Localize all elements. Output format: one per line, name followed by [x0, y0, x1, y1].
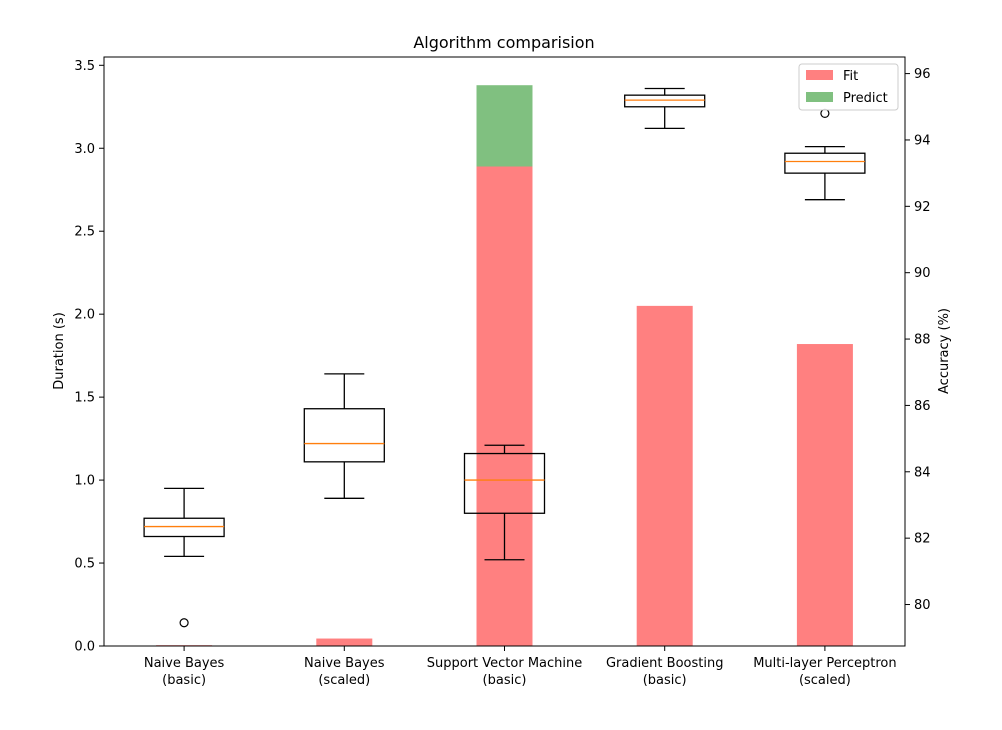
box-3	[624, 94, 706, 108]
box-2	[463, 452, 546, 514]
box-0	[143, 517, 225, 538]
bar-fit-1	[316, 638, 373, 646]
x-axis: Naive Bayes (basic) Naive Bayes (scaled) Sup…	[144, 646, 897, 688]
flier-0-0	[179, 618, 189, 628]
right-tick-label-2: 84	[914, 465, 931, 480]
box-1	[303, 408, 385, 463]
y-axis-label-right: Accuracy (%)	[937, 308, 952, 394]
legend-swatch-1	[806, 92, 833, 102]
left-tick-label-2: 1.0	[74, 474, 95, 489]
box-4	[784, 152, 866, 174]
right-tick-label-1: 82	[914, 532, 931, 547]
x-tick-label-1: Naive Bayes	[304, 656, 385, 671]
left-tick-label-1: 0.5	[74, 557, 95, 572]
right-tick-label-8: 96	[914, 67, 931, 82]
legend: Fit Predict	[798, 63, 899, 111]
x-tick-label-4: Multi-layer Perceptron	[753, 656, 896, 671]
right-tick-label-4: 88	[914, 333, 931, 348]
legend-label-1: Predict	[843, 91, 888, 106]
left-axis: 0.0 0.5 1.0 1.5 2.0 2.5 3.0 3.5	[74, 59, 104, 655]
bar-predict-2	[476, 85, 533, 167]
right-tick-label-5: 90	[914, 266, 931, 281]
right-tick-label-3: 86	[914, 399, 931, 414]
right-tick-label-6: 92	[914, 200, 931, 215]
x-tick-sublabel-0: (basic)	[162, 673, 206, 688]
left-tick-label-4: 2.0	[74, 308, 95, 323]
right-axis: 80 82 84 86 88 90 92 94 96	[905, 67, 931, 613]
left-tick-label-5: 2.5	[74, 225, 95, 240]
x-tick-sublabel-1: (scaled)	[318, 673, 370, 688]
left-tick-label-6: 3.0	[74, 142, 95, 157]
left-tick-label-7: 3.5	[74, 59, 95, 74]
chart-title: Algorithm comparision	[413, 33, 594, 52]
right-tick-label-7: 94	[914, 133, 931, 148]
x-tick-sublabel-4: (scaled)	[799, 673, 851, 688]
right-tick-label-0: 80	[914, 598, 931, 613]
y-axis-label-left: Duration (s)	[52, 312, 67, 390]
legend-label-0: Fit	[843, 69, 858, 84]
boxplot-layer	[143, 87, 866, 628]
flier-4-0	[820, 108, 830, 119]
bars-layer	[156, 85, 853, 647]
legend-swatch-0	[806, 70, 833, 80]
bar-fit-2	[476, 166, 533, 647]
left-tick-label-0: 0.0	[74, 640, 95, 655]
bar-fit-4	[796, 344, 853, 646]
x-tick-sublabel-2: (basic)	[483, 673, 527, 688]
x-tick-label-2: Support Vector Machine	[427, 656, 583, 671]
x-tick-label-0: Naive Bayes	[144, 656, 225, 671]
left-tick-label-3: 1.5	[74, 391, 95, 406]
bar-fit-3	[636, 305, 693, 646]
x-tick-label-3: Gradient Boosting	[606, 656, 724, 671]
x-tick-sublabel-3: (basic)	[643, 673, 687, 688]
